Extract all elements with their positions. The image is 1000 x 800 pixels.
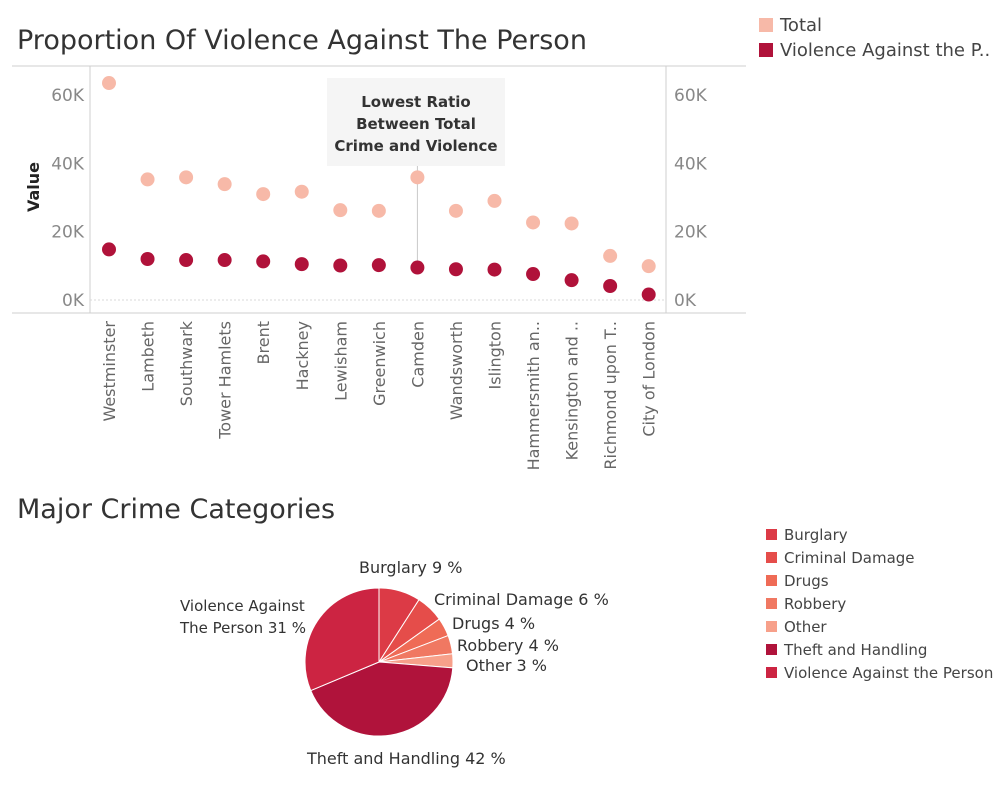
x-tick-hackney: Hackney	[293, 321, 312, 390]
scatter-points	[102, 76, 656, 302]
y-tick-left: 0K	[62, 291, 85, 311]
x-tick-greenwich: Greenwich	[370, 321, 389, 406]
point-violence-against-the-p-lambeth[interactable]	[140, 252, 155, 266]
point-violence-against-the-p-hammersmith-an[interactable]	[526, 267, 541, 282]
y-tick-right: 0K	[674, 291, 697, 311]
legend-label-robbery: Robbery	[784, 595, 846, 613]
point-total-tower-hamlets[interactable]	[217, 177, 232, 192]
legend-swatch-violence-against-the-p	[759, 43, 773, 57]
pie-label-theft-and-handling: Theft and Handling 42 %	[306, 749, 506, 768]
x-tick-lewisham: Lewisham	[331, 321, 350, 401]
point-violence-against-the-p-camden[interactable]	[410, 260, 425, 275]
point-total-lewisham[interactable]	[333, 203, 348, 218]
point-total-city-of-london[interactable]	[641, 259, 656, 274]
pie-label-other: Other 3 %	[466, 656, 547, 675]
point-violence-against-the-p-hackney[interactable]	[294, 257, 309, 272]
point-violence-against-the-p-tower-hamlets[interactable]	[217, 253, 232, 268]
pie-labels: Violence Against The Person 31 % Burglar…	[179, 558, 609, 768]
point-total-richmond-upon-t[interactable]	[603, 248, 618, 263]
pie-chart	[304, 587, 454, 737]
point-violence-against-the-p-southwark[interactable]	[179, 253, 194, 268]
legend-swatch-burglary	[766, 529, 777, 540]
legend-label-criminal-damage: Criminal Damage	[784, 549, 915, 567]
slice-theft-and-handling[interactable]	[310, 661, 454, 737]
x-tick-islington: Islington	[486, 321, 505, 389]
point-total-hackney[interactable]	[294, 184, 309, 199]
y-ticks-left: 0K 20K 40K 60K	[51, 86, 85, 311]
x-tick-westminster: Westminster	[100, 321, 119, 422]
slice-violence-against-the-person[interactable]	[304, 587, 380, 692]
x-tick-wandsworth: Wandsworth	[447, 321, 466, 420]
point-violence-against-the-p-richmond-upon-t[interactable]	[603, 278, 618, 293]
y-tick-left: 20K	[51, 223, 85, 243]
pie-label-criminal-damage: Criminal Damage 6 %	[434, 590, 609, 609]
y-tick-left: 60K	[51, 86, 85, 106]
x-tick-city-of-london: City of London	[640, 321, 659, 437]
annotation-line-2: Between Total	[356, 115, 476, 133]
scatter-title: Proportion Of Violence Against The Perso…	[17, 25, 587, 56]
annotation-line-3: Crime and Violence	[334, 137, 497, 155]
annotation-box	[327, 78, 505, 166]
pie-label-violence-line1: Violence Against	[180, 597, 305, 615]
legend-swatch-other	[766, 621, 777, 632]
scatter-frame	[12, 65, 746, 314]
point-total-islington[interactable]	[487, 193, 502, 208]
annotation-line-1: Lowest Ratio	[361, 93, 471, 111]
legend-swatch-robbery	[766, 598, 777, 609]
point-total-hammersmith-an[interactable]	[526, 215, 541, 230]
point-total-wandsworth[interactable]	[448, 203, 463, 218]
pie-label-burglary: Burglary 9 %	[359, 558, 462, 577]
legend-swatch-theft-and-handling	[766, 644, 777, 655]
point-violence-against-the-p-westminster[interactable]	[102, 242, 116, 257]
legend-label-drugs: Drugs	[784, 572, 829, 590]
annotation: Lowest Ratio Between Total Crime and Vio…	[327, 78, 505, 262]
scatter-legend: Total Violence Against the P..	[759, 15, 990, 61]
y-tick-right: 60K	[674, 86, 708, 106]
legend-label-theft-and-handling: Theft and Handling	[783, 641, 927, 659]
x-tick-southwark: Southwark	[177, 320, 196, 406]
legend-swatch-drugs	[766, 575, 777, 586]
y-axis-title: Value	[24, 162, 43, 212]
point-total-camden[interactable]	[410, 170, 425, 185]
x-category-labels: Westminster Lambeth Southwark Tower Hamlets…	[100, 320, 659, 470]
pie-title: Major Crime Categories	[17, 494, 335, 525]
legend-label-violence-against-the-p: Violence Against the P..	[780, 40, 990, 61]
legend-swatch-violence-against-the-person	[766, 667, 777, 678]
point-violence-against-the-p-islington[interactable]	[487, 262, 502, 277]
pie-label-violence-line2: The Person 31 %	[179, 619, 306, 637]
y-tick-right: 20K	[674, 223, 708, 243]
point-violence-against-the-p-lewisham[interactable]	[333, 258, 348, 273]
x-tick-brent: Brent	[254, 321, 273, 364]
point-violence-against-the-p-wandsworth[interactable]	[448, 262, 463, 277]
x-tick-tower-hamlets: Tower Hamlets	[216, 321, 235, 440]
y-tick-left: 40K	[51, 154, 85, 174]
legend-label-other: Other	[784, 618, 827, 636]
point-total-westminster[interactable]	[102, 76, 116, 91]
legend-label-burglary: Burglary	[784, 526, 848, 544]
x-tick-camden: Camden	[408, 321, 427, 388]
pie-label-robbery: Robbery 4 %	[457, 636, 559, 655]
point-total-lambeth[interactable]	[140, 172, 155, 187]
point-total-southwark[interactable]	[179, 170, 194, 185]
point-total-brent[interactable]	[256, 187, 271, 202]
legend-label-total: Total	[779, 15, 822, 36]
y-tick-right: 40K	[674, 154, 708, 174]
legend-swatch-criminal-damage	[766, 552, 777, 563]
x-tick-richmond-upon-t: Richmond upon T..	[601, 321, 620, 470]
x-tick-kensington-and: Kensington and ..	[563, 321, 582, 460]
point-violence-against-the-p-city-of-london[interactable]	[641, 287, 656, 302]
point-total-kensington-and[interactable]	[564, 216, 579, 231]
point-violence-against-the-p-kensington-and[interactable]	[564, 273, 579, 288]
legend-swatch-total	[759, 18, 773, 32]
pie-legend: Burglary Criminal Damage Drugs Robbery Other…	[766, 526, 993, 682]
point-violence-against-the-p-greenwich[interactable]	[371, 258, 386, 273]
point-violence-against-the-p-brent[interactable]	[256, 254, 271, 269]
pie-label-drugs: Drugs 4 %	[452, 614, 535, 633]
y-ticks-right: 0K 20K 40K 60K	[674, 86, 708, 311]
x-tick-hammersmith-an: Hammersmith an..	[524, 321, 543, 470]
point-total-greenwich[interactable]	[371, 203, 386, 218]
x-tick-lambeth: Lambeth	[139, 321, 158, 392]
legend-label-violence-against-the-person: Violence Against the Person	[784, 664, 993, 682]
